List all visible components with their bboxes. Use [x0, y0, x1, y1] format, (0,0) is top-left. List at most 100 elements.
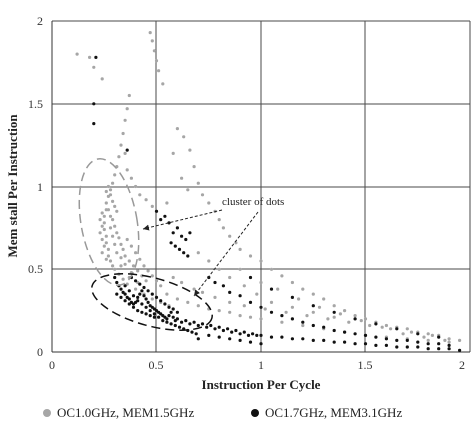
scatter-point-series-2 [144, 297, 148, 301]
scatter-point-series-1 [125, 107, 129, 111]
scatter-point-series-1 [115, 209, 119, 213]
scatter-point-series-1 [338, 312, 342, 316]
scatter-point-series-1 [152, 49, 156, 53]
scatter-point-series-2 [221, 284, 225, 288]
scatter-point-series-1 [115, 231, 119, 235]
scatter-point-series-1 [311, 310, 315, 314]
x-tick-label: 2 [459, 358, 465, 372]
scatter-point-series-1 [259, 280, 263, 285]
scatter-point-series-1 [242, 284, 246, 288]
grid-lines [52, 20, 471, 352]
scatter-point-series-2 [234, 328, 238, 333]
scatter-point-series-2 [163, 214, 167, 218]
scatter-point-series-1 [119, 143, 123, 147]
legend: OC1.0GHz, MEM1.5GHz OC1.7GHz, MEM3.1GHz [43, 405, 402, 420]
scatter-point-series-1 [123, 262, 127, 266]
scatter-point-series-1 [108, 188, 113, 192]
cluster-annotation: cluster of dots [78, 158, 284, 331]
scatter-point-series-2 [311, 338, 315, 342]
scatter-point-series-1 [207, 201, 211, 205]
scatter-point-series-2 [395, 345, 399, 349]
scatter-point-series-2 [248, 275, 253, 280]
scatter-point-series-1 [165, 292, 169, 296]
scatter-point-series-2 [119, 295, 123, 299]
scatter-point-series-2 [138, 292, 142, 296]
scatter-point-series-1 [192, 165, 196, 169]
scatter-point-series-2 [136, 299, 140, 303]
scatter-point-series-2 [248, 340, 253, 344]
scatter-point-series-1 [175, 127, 179, 131]
scatter-point-series-1 [111, 264, 115, 268]
scatter-point-series-2 [228, 337, 232, 341]
scatter-point-series-1 [311, 292, 315, 296]
scatter-point-series-1 [138, 257, 142, 261]
scatter-point-series-2 [343, 330, 347, 334]
scatter-point-series-2 [142, 285, 146, 290]
scatter-point-series-1 [92, 65, 96, 69]
scatter-point-series-2 [180, 234, 184, 238]
scatter-point-series-1 [106, 247, 110, 251]
scatter-point-series-2 [259, 333, 263, 337]
scatter-point-series-2 [226, 327, 230, 331]
scatter-point-series-1 [248, 315, 253, 319]
scatter-point-series-1 [144, 198, 148, 202]
scatter-point-series-1 [108, 259, 113, 263]
scatter-point-series-2 [169, 241, 173, 245]
scatter-point-series-2 [115, 280, 119, 285]
scatter-point-series-1 [200, 290, 205, 294]
x-tick-label: 0.5 [149, 358, 164, 372]
scatter-point-series-2 [184, 319, 188, 323]
scatter-point-series-2 [144, 305, 148, 309]
scatter-point-series-2 [159, 299, 163, 303]
scatter-point-series-1 [458, 338, 462, 342]
scatter-point-series-1 [276, 287, 280, 291]
scatter-point-series-1 [106, 208, 110, 212]
scatter-point-series-2 [154, 209, 159, 213]
scatter-point-series-1 [171, 275, 175, 280]
scatter-point-series-1 [104, 257, 108, 261]
scatter-point-series-2 [374, 335, 378, 339]
scatter-point-series-1 [123, 118, 127, 122]
scatter-point-series-2 [217, 335, 221, 339]
scatter-point-series-1 [108, 214, 113, 218]
scatter-point-series-1 [380, 325, 384, 329]
scatter-point-series-1 [100, 224, 104, 228]
scatter-point-series-1 [100, 77, 104, 81]
scatter-point-series-1 [196, 304, 200, 308]
scatter-point-series-1 [113, 224, 117, 228]
scatter-point-series-2 [384, 337, 388, 341]
scatter-point-series-1 [290, 305, 294, 309]
scatter-point-series-2 [332, 310, 336, 314]
scatter-point-series-2 [165, 317, 169, 321]
scatter-point-series-2 [175, 317, 179, 321]
scatter-point-series-2 [447, 347, 451, 351]
legend-label-series-2: OC1.7GHz, MEM3.1GHz [265, 405, 402, 420]
scatter-point-series-2 [163, 302, 167, 306]
scatter-point-series-1 [248, 254, 253, 258]
annotation-arrow [142, 209, 223, 231]
scatter-point-series-2 [146, 300, 150, 304]
scatter-point-series-1 [127, 93, 131, 98]
scatter-point-series-2 [148, 309, 152, 313]
scatter-point-series-2 [416, 345, 420, 349]
scatter-point-series-1 [142, 264, 146, 268]
scatter-point-series-1 [301, 287, 305, 291]
scatter-point-series-1 [104, 201, 108, 205]
scatter-point-series-1 [317, 305, 322, 309]
scatter-point-series-1 [148, 30, 152, 35]
scatter-point-series-1 [150, 274, 154, 278]
scatter-point-series-1 [343, 309, 347, 313]
scatter-point-series-2 [447, 343, 451, 347]
scatter-point-series-2 [269, 310, 274, 314]
scatter-point-series-1 [144, 279, 148, 283]
scatter-point-series-2 [188, 322, 192, 326]
scatter-point-series-1 [100, 251, 104, 255]
scatter-point-series-2 [171, 231, 175, 235]
scatter-point-series-1 [186, 188, 190, 192]
scatter-point-series-1 [228, 275, 232, 280]
scatter-point-series-1 [200, 193, 205, 197]
scatter-point-series-1 [115, 251, 119, 255]
x-tick-label: 1 [258, 358, 264, 372]
scatter-point-series-1 [150, 204, 154, 208]
scatter-point-series-1 [213, 295, 217, 299]
